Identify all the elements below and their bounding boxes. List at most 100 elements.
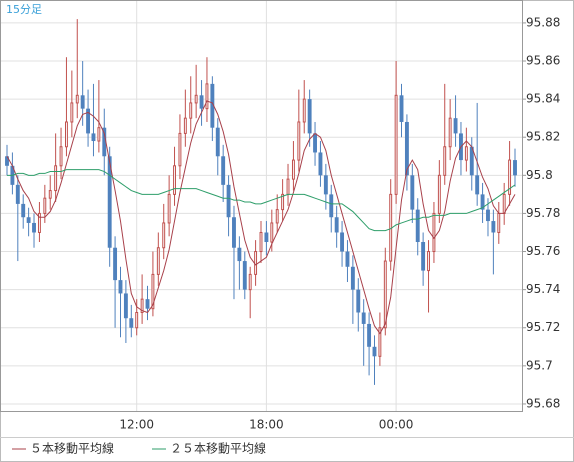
candle-body [183,117,187,134]
candle-body [70,102,74,123]
candle-body [329,194,334,218]
candle-body [475,175,480,195]
candle-body [107,156,112,248]
y-tick-label: 95.88 [526,15,560,29]
y-tick-label: 95.86 [526,54,560,68]
candle-body [469,146,474,176]
candle-body [189,102,193,119]
candle-body [291,159,295,180]
x-tick-label: 12:00 [119,418,154,432]
candle-body [421,242,426,271]
candle-body [378,327,382,357]
candle-body [350,266,355,290]
candle-body [173,165,176,195]
ma-line [6,100,516,335]
candle-body [151,273,155,310]
candle-body [259,231,263,253]
candle-body [145,299,150,309]
y-tick-label: 95.68 [526,396,560,410]
candle-body [334,217,339,233]
candle-body [26,217,31,223]
x-tick-label: 18:00 [249,418,284,432]
candle-body [372,346,377,357]
candle-body [237,247,242,262]
candle-body [415,209,420,243]
candle-body [480,194,485,210]
candle-body [410,175,415,210]
candle-body [65,121,68,148]
y-tick-label: 95.8 [526,168,553,182]
y-tick-label: 95.82 [526,130,560,144]
candle-body [464,146,468,161]
legend-label: ５本移動平均線 [30,441,114,456]
plot-border [0,0,523,412]
candle-body [167,193,171,224]
ma-line [7,169,516,232]
y-tick-label: 95.74 [526,282,560,296]
candle-body [226,184,231,218]
candle-body [21,203,26,218]
candle-body [194,94,198,104]
candle-body [345,251,350,267]
x-tick-label: 00:00 [379,418,414,432]
candle-body [367,323,372,347]
candle-body [443,146,447,176]
candle-body [399,95,404,122]
candle-body [286,178,290,195]
candle-body [313,133,317,153]
candle-body [448,117,452,148]
candle-body [502,193,506,214]
candle-body [513,160,517,176]
candle-body [248,273,252,291]
candle-body [242,261,247,290]
candle-body [48,190,52,199]
candle-body [129,318,134,328]
candle-body [404,121,409,176]
candle-body [37,212,41,233]
candle-body [54,165,58,192]
candle-body [215,127,220,157]
y-tick-label: 95.84 [526,92,560,106]
y-tick-label: 95.7 [526,358,553,372]
candle-body [270,222,274,243]
candle-body [232,217,236,248]
candle-body [437,174,441,214]
candle-body [15,184,20,204]
candle-body [86,108,91,134]
candle-body [221,156,226,185]
candle-body [80,95,85,109]
candle-body [91,133,96,142]
candle-body [140,298,144,314]
candle-body [356,289,361,313]
candle-body [275,209,279,224]
candle-body [281,193,285,211]
candle-body [486,209,490,222]
candle-body [113,247,118,281]
candle-body [205,83,209,110]
candle-body [340,232,345,252]
candle-body [383,260,387,329]
candle-body [156,247,160,275]
candle-body [102,127,107,157]
candle-body [118,280,123,294]
candle-body [361,312,366,324]
chart-title: 15分足 [6,3,42,16]
legend-label: ２５本移動平均線 [170,441,266,456]
candle-body [323,175,328,195]
candle-body [318,152,323,176]
candle-body [199,95,204,109]
candle-body [453,118,458,134]
candle-body [302,98,306,123]
candle-body [491,221,496,233]
candle-body [59,146,63,167]
candle-body [32,222,36,233]
candle-body [5,156,9,166]
candle-body [497,212,501,233]
candle-body [264,232,269,243]
y-tick-label: 95.72 [526,320,560,334]
candle-body [394,94,398,195]
candle-body [297,121,301,161]
candle-body [162,222,166,249]
